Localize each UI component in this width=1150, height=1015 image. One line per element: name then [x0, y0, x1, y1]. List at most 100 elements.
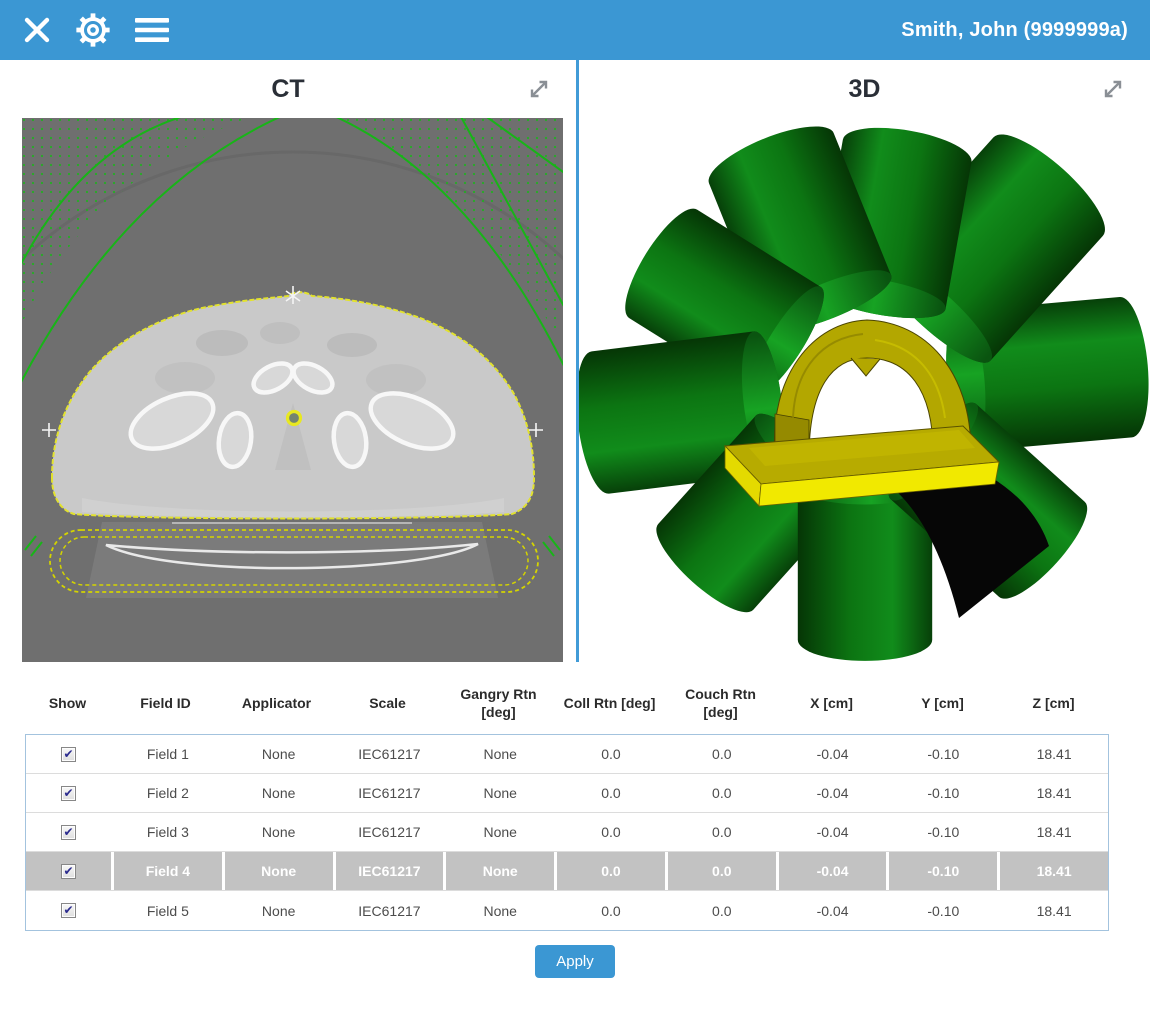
applicator-cell: None [221, 852, 333, 890]
skin-markers [42, 286, 543, 437]
body-cross-section [42, 286, 543, 520]
z-cell: 18.41 [1036, 746, 1072, 762]
x-cell: -0.04 [816, 746, 849, 762]
ct-panel: CT [0, 60, 576, 665]
pelvic-bones [128, 361, 456, 470]
ct-scan-viewport[interactable] [22, 118, 563, 662]
field-id-cell: Field 2 [146, 785, 189, 801]
show-checkbox[interactable]: ✔ [61, 903, 76, 918]
coll-rtn-cell: 0.0 [601, 824, 621, 840]
expand-icon [1104, 80, 1122, 98]
show-checkbox[interactable]: ✔ [61, 863, 76, 879]
gantry-rtn-cell: None [483, 902, 517, 919]
applicator-cell: None [261, 824, 296, 840]
show-checkbox[interactable]: ✔ [61, 746, 76, 762]
coll-rtn-cell: 0.0 [601, 785, 621, 801]
scale-cell: IEC61217 [358, 746, 421, 762]
table-row-field-5[interactable]: ✔ Field 5 None IEC61217 None 0.0 0.0 -0.… [26, 891, 1108, 930]
ct-scan-image [22, 118, 563, 662]
table-row-field-3[interactable]: ✔ Field 3 None IEC61217 None 0.0 0.0 -0.… [26, 813, 1108, 852]
column-header-applicator: Applicator [241, 694, 312, 711]
menu-button[interactable] [134, 15, 170, 45]
apply-button[interactable]: Apply [535, 945, 615, 978]
hamburger-menu-icon [135, 18, 169, 42]
ct-panel-header: CT [0, 60, 576, 118]
three-d-panel: 3D [579, 60, 1150, 665]
gantry-rtn-cell: None [443, 852, 555, 890]
applicator-cell: None [261, 902, 296, 919]
field-id-cell: Field 5 [146, 902, 189, 919]
gantry-rtn-cell: None [483, 746, 517, 762]
show-checkbox[interactable]: ✔ [61, 785, 76, 801]
z-cell: 18.41 [1036, 785, 1072, 801]
applicator-cell: None [261, 785, 296, 801]
fields-table-body: ✔ Field 1 None IEC61217 None 0.0 0.0 -0.… [25, 734, 1109, 931]
scale-cell: IEC61217 [332, 852, 444, 890]
y-cell: -0.10 [927, 824, 960, 840]
couch-rtn-cell: 0.0 [712, 785, 732, 801]
field-id-cell: Field 4 [111, 852, 222, 890]
scale-cell: IEC61217 [358, 824, 421, 840]
apply-row: Apply [0, 945, 1150, 978]
show-cell: ✔ [26, 813, 111, 851]
check-icon: ✔ [63, 746, 74, 761]
gear-icon [76, 13, 110, 47]
viewports: CT [0, 60, 1150, 665]
expand-icon [530, 80, 548, 98]
gantry-rtn-cell: None [483, 824, 517, 840]
applicator-cell: None [261, 746, 296, 762]
x-cell: -0.04 [816, 902, 849, 919]
check-icon: ✔ [63, 863, 74, 878]
x-cell: -0.04 [816, 785, 849, 801]
patient-name: Smith, John (9999999a) [901, 18, 1128, 41]
check-icon: ✔ [63, 824, 74, 839]
coll-rtn-cell: 0.0 [601, 902, 621, 919]
column-header-couch-rtn: Couch Rtn [deg] [685, 685, 756, 720]
show-cell: ✔ [26, 774, 111, 812]
ct-panel-title: CT [271, 74, 305, 103]
z-cell: 18.41 [1036, 824, 1072, 840]
table-row-field-1[interactable]: ✔ Field 1 None IEC61217 None 0.0 0.0 -0.… [26, 735, 1108, 774]
treatment-couch [49, 522, 539, 598]
couch-rtn-cell: 0.0 [664, 852, 776, 890]
couch-contour [49, 529, 539, 593]
three-d-panel-title: 3D [848, 74, 881, 103]
field-id-cell: Field 1 [146, 746, 189, 762]
scale-cell: IEC61217 [358, 902, 421, 919]
z-cell: 18.41 [997, 852, 1108, 890]
three-d-expand-button[interactable] [1102, 78, 1124, 100]
y-cell: -0.10 [927, 746, 960, 762]
close-icon [24, 17, 50, 43]
column-header-gantry-rtn: Gangry Rtn [deg] [460, 685, 537, 720]
x-cell: -0.04 [775, 852, 887, 890]
ct-expand-button[interactable] [528, 78, 550, 100]
three-d-viewport[interactable] [579, 118, 1150, 662]
table-row-field-2[interactable]: ✔ Field 2 None IEC61217 None 0.0 0.0 -0.… [26, 774, 1108, 813]
close-button[interactable] [22, 15, 52, 45]
coll-rtn-cell: 0.0 [601, 746, 621, 762]
panel-divider [576, 60, 579, 662]
column-header-x: X [cm] [810, 694, 853, 711]
couch-slab [723, 425, 1001, 507]
couch-rtn-cell: 0.0 [712, 902, 732, 919]
three-d-panel-header: 3D [579, 60, 1150, 118]
field-id-cell: Field 3 [146, 824, 189, 840]
check-icon: ✔ [63, 903, 74, 917]
column-header-scale: Scale [369, 694, 406, 711]
gantry-rtn-cell: None [483, 785, 517, 801]
show-cell: ✔ [26, 891, 111, 930]
show-cell: ✔ [26, 735, 111, 773]
fields-table-header: Show Field ID Applicator Scale Gangry Rt… [25, 681, 1109, 725]
table-row-field-4-selected[interactable]: ✔ Field 4 None IEC61217 None 0.0 0.0 -0.… [26, 852, 1108, 891]
column-header-coll-rtn: Coll Rtn [deg] [563, 694, 656, 711]
beam-projection-lines [22, 118, 563, 557]
settings-button[interactable] [74, 11, 112, 49]
y-cell: -0.10 [927, 785, 960, 801]
coll-rtn-cell: 0.0 [554, 852, 665, 890]
show-checkbox[interactable]: ✔ [61, 824, 76, 840]
couch-rtn-cell: 0.0 [712, 746, 732, 762]
fields-table: Show Field ID Applicator Scale Gangry Rt… [25, 681, 1109, 931]
column-header-z: Z [cm] [1032, 694, 1075, 711]
column-header-field-id: Field ID [140, 694, 191, 711]
topbar: Smith, John (9999999a) [0, 0, 1150, 60]
